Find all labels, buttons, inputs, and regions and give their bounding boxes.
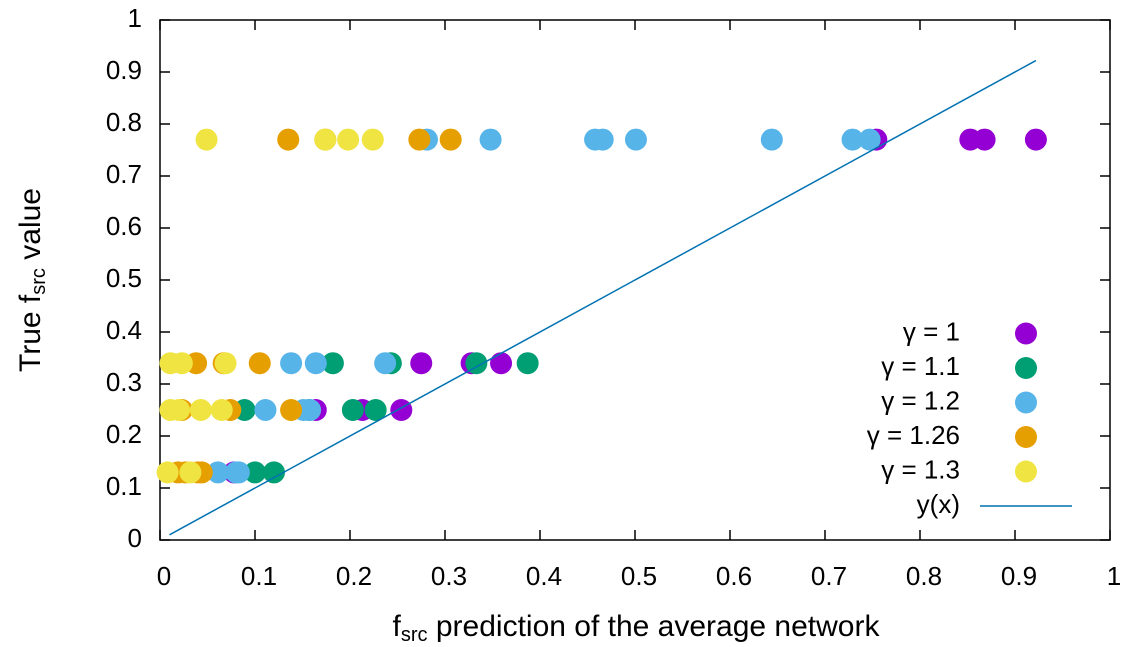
- x-tick-label: 0.6: [716, 561, 752, 591]
- point: [341, 399, 364, 421]
- legend-label: γ = 1.2: [881, 385, 960, 415]
- point: [314, 128, 337, 151]
- point: [591, 128, 614, 151]
- y-tick-label: 0.2: [106, 419, 142, 449]
- legend-marker: [1015, 357, 1037, 379]
- y-label-part: True f: [14, 294, 47, 372]
- y-tick-label: 0.8: [106, 107, 142, 137]
- point: [439, 128, 462, 151]
- point: [227, 461, 250, 484]
- y-tick-label: 0.7: [106, 159, 142, 189]
- point: [390, 399, 413, 421]
- point: [490, 352, 513, 375]
- point: [280, 399, 303, 421]
- y-label-sub: src: [28, 268, 50, 295]
- y-tick-label: 0.3: [106, 367, 142, 397]
- point: [248, 352, 271, 375]
- point: [168, 399, 190, 421]
- point: [244, 461, 266, 484]
- x-tick-label: 0.7: [811, 561, 847, 591]
- legend-label: γ = 1.26: [867, 420, 960, 450]
- x-label-part: f: [393, 610, 402, 643]
- x-tick-label: 0.3: [431, 561, 467, 591]
- point: [624, 128, 647, 151]
- x-tick-label: 0.8: [906, 561, 942, 591]
- point: [156, 461, 179, 484]
- point: [254, 399, 277, 421]
- point: [280, 352, 303, 375]
- point: [210, 399, 233, 421]
- point: [179, 461, 202, 484]
- legend-label: y(x): [917, 489, 960, 519]
- y-tick-label: 0: [128, 523, 142, 553]
- point: [304, 352, 327, 375]
- point: [516, 352, 539, 375]
- y-tick-label: 0.6: [106, 211, 142, 241]
- x-tick-label: 0: [157, 561, 171, 591]
- y-axis-label: True fsrc value: [14, 188, 50, 372]
- x-tick-label: 0.1: [241, 561, 277, 591]
- point: [321, 352, 344, 375]
- point: [410, 352, 433, 375]
- point: [408, 128, 431, 151]
- y-tick-label: 0.1: [106, 471, 142, 501]
- x-tick-label: 0.5: [621, 561, 657, 591]
- point: [465, 352, 488, 375]
- legend-label: γ = 1: [903, 316, 960, 346]
- point: [263, 461, 285, 484]
- point: [361, 128, 384, 151]
- x-label-sub: src: [401, 624, 428, 646]
- point: [195, 128, 218, 151]
- point: [206, 461, 229, 484]
- point: [189, 399, 212, 421]
- x-tick-label: 0.9: [1001, 561, 1037, 591]
- point: [760, 128, 783, 151]
- y-tick-label: 1: [128, 3, 142, 33]
- legend-marker: [1015, 322, 1037, 345]
- point: [214, 352, 237, 375]
- x-tick-label: 0.2: [336, 561, 372, 591]
- legend-marker: [1015, 460, 1037, 483]
- point: [170, 352, 193, 375]
- point: [973, 128, 996, 151]
- y-tick-label: 0.9: [106, 55, 142, 85]
- y-tick-label: 0.4: [106, 315, 142, 345]
- legend-label: γ = 1.3: [881, 454, 960, 484]
- y-tick-label: 0.5: [106, 263, 142, 293]
- x-tick-label: 0.4: [526, 561, 562, 591]
- line: [169, 59, 1037, 536]
- point: [374, 352, 397, 375]
- point: [479, 128, 502, 151]
- point: [277, 128, 300, 151]
- point: [841, 128, 864, 151]
- point: [858, 128, 881, 151]
- x-label-part: prediction of the average network: [428, 610, 881, 643]
- x-axis-label: fsrc prediction of the average network: [393, 610, 881, 646]
- x-tick-label: 1: [1107, 561, 1121, 591]
- legend-marker: [1015, 426, 1037, 448]
- legend-label: γ = 1.1: [881, 351, 960, 381]
- point: [1024, 128, 1047, 151]
- point: [364, 399, 387, 421]
- point: [337, 128, 360, 151]
- point: [299, 399, 322, 421]
- legend-marker: [1015, 391, 1037, 414]
- y-label-part: value: [14, 188, 47, 268]
